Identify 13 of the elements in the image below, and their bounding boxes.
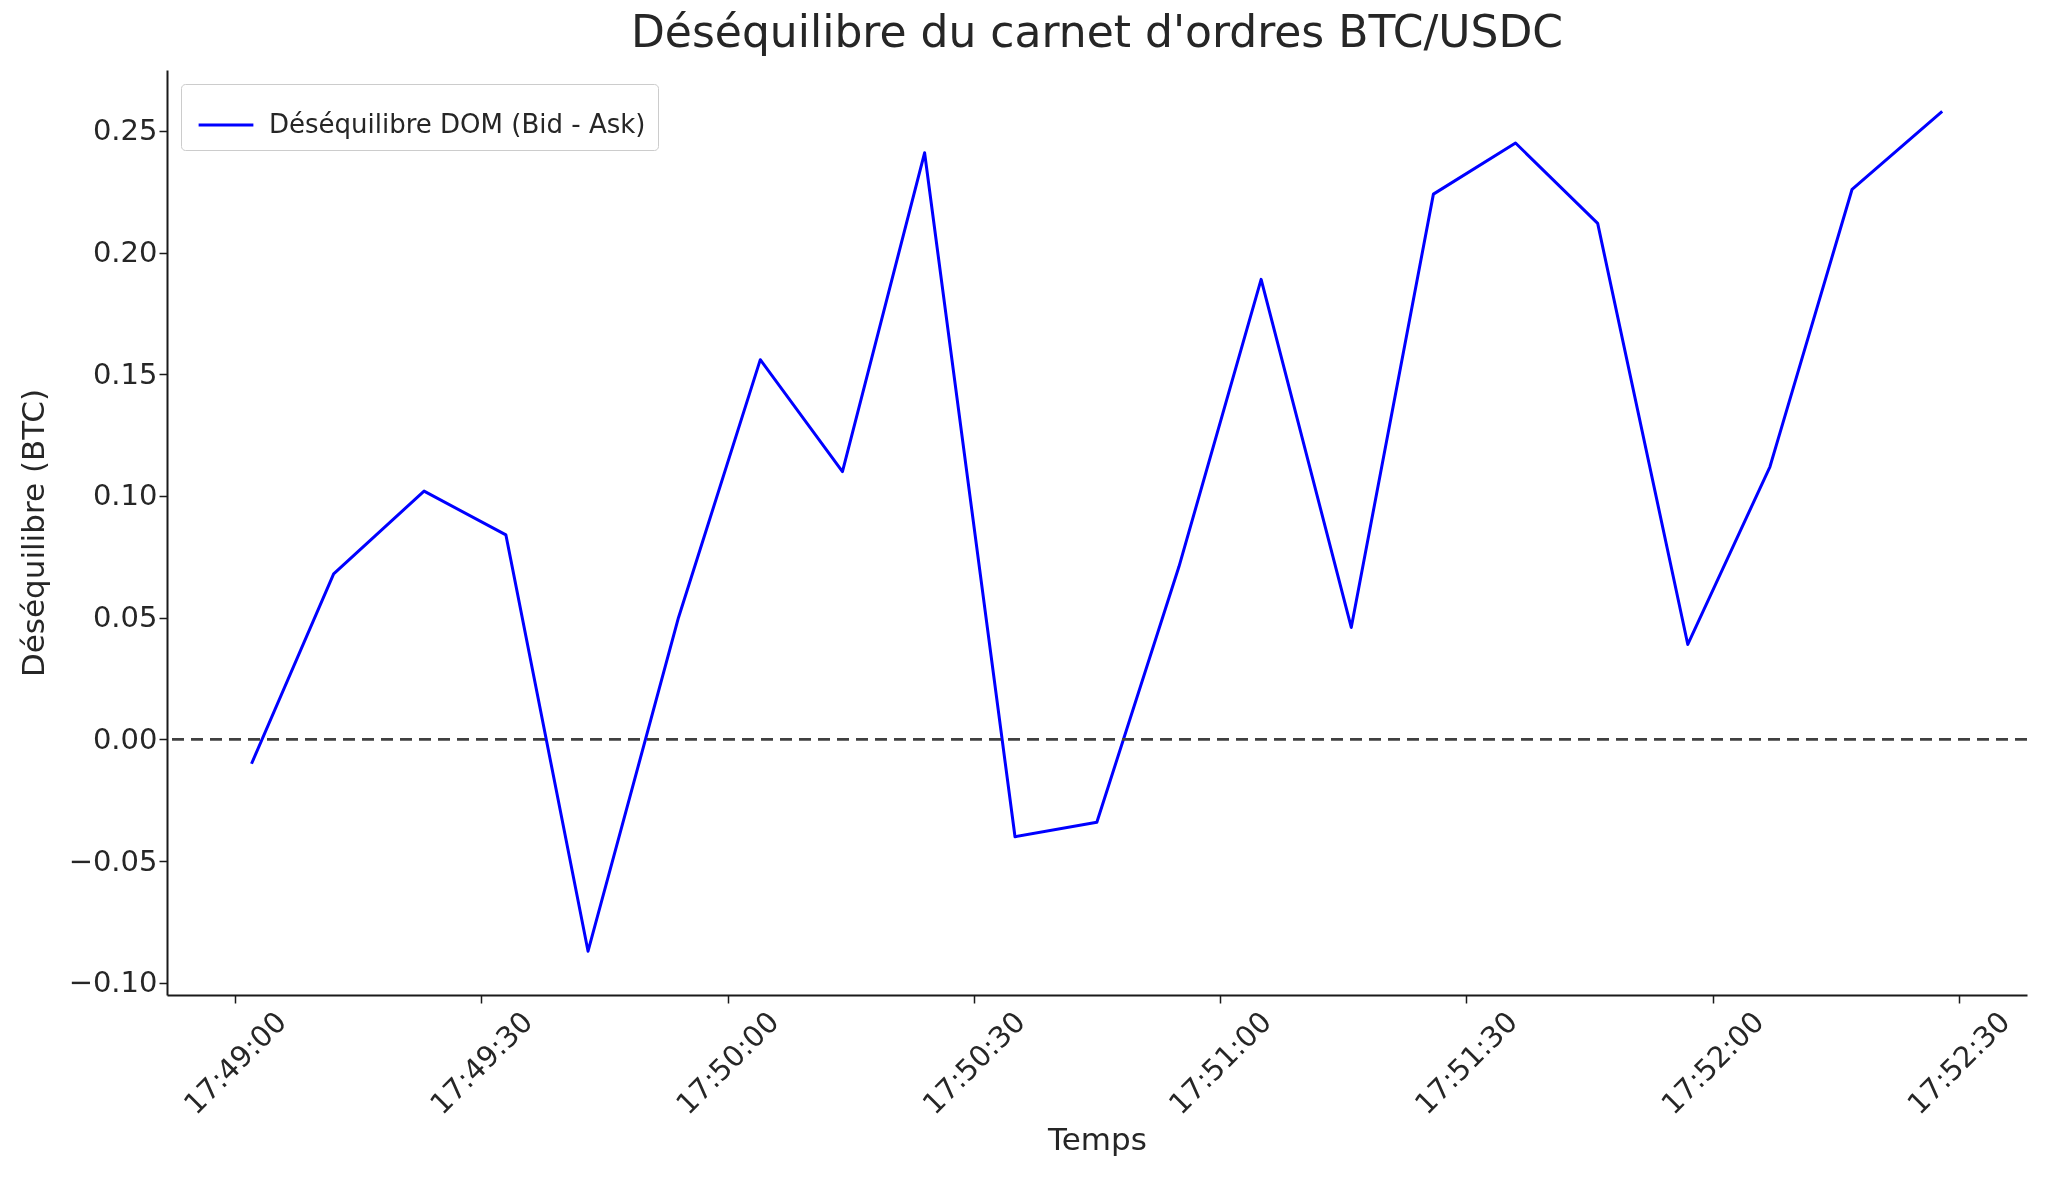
y-tick-label: 0.20 [92,235,158,270]
y-tick-label: 0.00 [92,721,158,756]
legend-label: Déséquilibre DOM (Bid - Ask) [269,109,646,139]
y-tick-label: −0.05 [68,843,158,878]
y-tick-label: 0.15 [92,356,158,391]
y-tick-label: 0.10 [92,478,158,513]
y-tick-label: 0.05 [92,600,158,635]
chart-title: Déséquilibre du carnet d'ordres BTC/USDC [630,6,1564,57]
y-tick-label: −0.10 [68,965,158,1000]
y-axis-title: Déséquilibre (BTC) [14,388,51,678]
y-tick-label: 0.25 [92,113,158,148]
line-series [250,109,1944,953]
x-axis-title: Temps [1047,1121,1147,1158]
